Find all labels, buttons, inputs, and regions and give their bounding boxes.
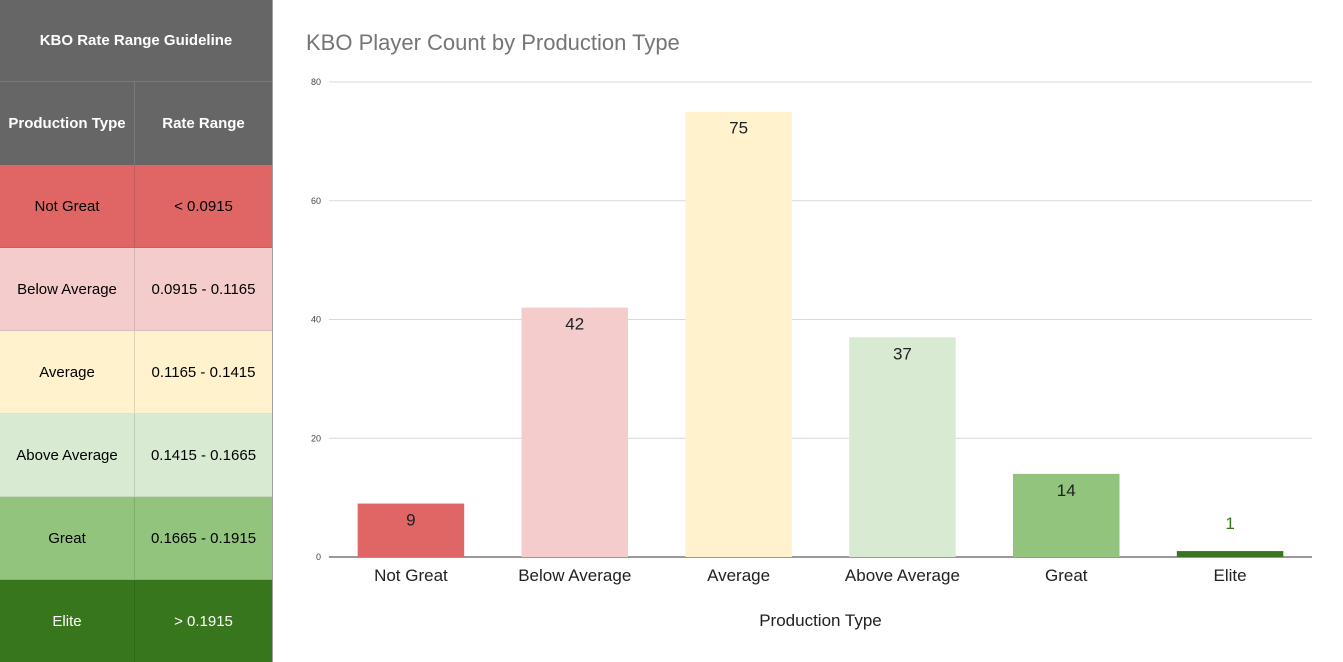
guideline-header-row: Production Type Rate Range [0, 82, 272, 165]
bar [357, 503, 465, 557]
data-label: 9 [406, 511, 415, 530]
guideline-range-cell: < 0.0915 [174, 197, 233, 215]
bar [521, 307, 628, 557]
guideline-title: KBO Rate Range Guideline [0, 0, 272, 82]
y-tick-label: 0 [316, 552, 321, 562]
guideline-range-cell: > 0.1915 [174, 612, 233, 630]
x-tick-label: Not Great [374, 566, 448, 585]
data-label: 14 [1057, 481, 1076, 500]
data-label: 42 [565, 315, 584, 334]
y-tick-label: 60 [311, 196, 321, 206]
guideline-range-cell: 0.1665 - 0.1915 [150, 529, 257, 547]
guideline-range-cell: 0.0915 - 0.1165 [151, 280, 256, 298]
x-tick-label: Elite [1214, 566, 1247, 585]
x-axis-title: Production Type [759, 611, 882, 630]
x-tick-label: Above Average [845, 566, 960, 585]
rate-range-guideline-table: KBO Rate Range Guideline Production Type… [0, 0, 273, 662]
guideline-row-above-average: Above Average 0.1415 - 0.1665 [0, 414, 272, 497]
x-tick-label: Below Average [518, 566, 631, 585]
production-type-header: Production Type [0, 82, 135, 165]
y-tick-label: 80 [311, 77, 321, 87]
player-count-chart: KBO Player Count by Production Type 0 20 4… [273, 0, 1343, 662]
guideline-type-cell: Not Great [0, 165, 135, 247]
bar-chart-svg: 0 20 40 60 80 9 Not Great 42 Below Average 75 Aver… [311, 77, 1312, 630]
bar [685, 111, 792, 557]
rate-range-header: Rate Range [162, 115, 245, 132]
guideline-range-cell: 0.1415 - 0.1665 [150, 446, 257, 464]
bar [1013, 473, 1120, 557]
data-label: 1 [1225, 514, 1234, 533]
guideline-type-cell: Above Average [0, 414, 135, 496]
data-label: 37 [893, 344, 912, 363]
guideline-row-elite: Elite > 0.1915 [0, 580, 272, 662]
guideline-row-below-average: Below Average 0.0915 - 0.1165 [0, 248, 272, 331]
bar [849, 337, 956, 557]
guideline-row-average: Average 0.1165 - 0.1415 [0, 331, 272, 414]
x-tick-label: Great [1045, 566, 1088, 585]
data-label: 75 [729, 119, 748, 138]
guideline-type-cell: Great [0, 497, 135, 579]
guideline-range-cell: 0.1165 - 0.1415 [151, 363, 256, 381]
guideline-row-great: Great 0.1665 - 0.1915 [0, 497, 272, 580]
y-tick-label: 40 [311, 315, 321, 325]
guideline-type-cell: Elite [0, 580, 135, 662]
y-tick-label: 20 [311, 433, 321, 443]
guideline-type-cell: Below Average [0, 248, 135, 330]
x-tick-label: Average [707, 566, 770, 585]
chart-title: KBO Player Count by Production Type [306, 30, 680, 55]
guideline-type-cell: Average [0, 331, 135, 413]
guideline-row-not-great: Not Great < 0.0915 [0, 165, 272, 248]
bar [1176, 551, 1284, 557]
